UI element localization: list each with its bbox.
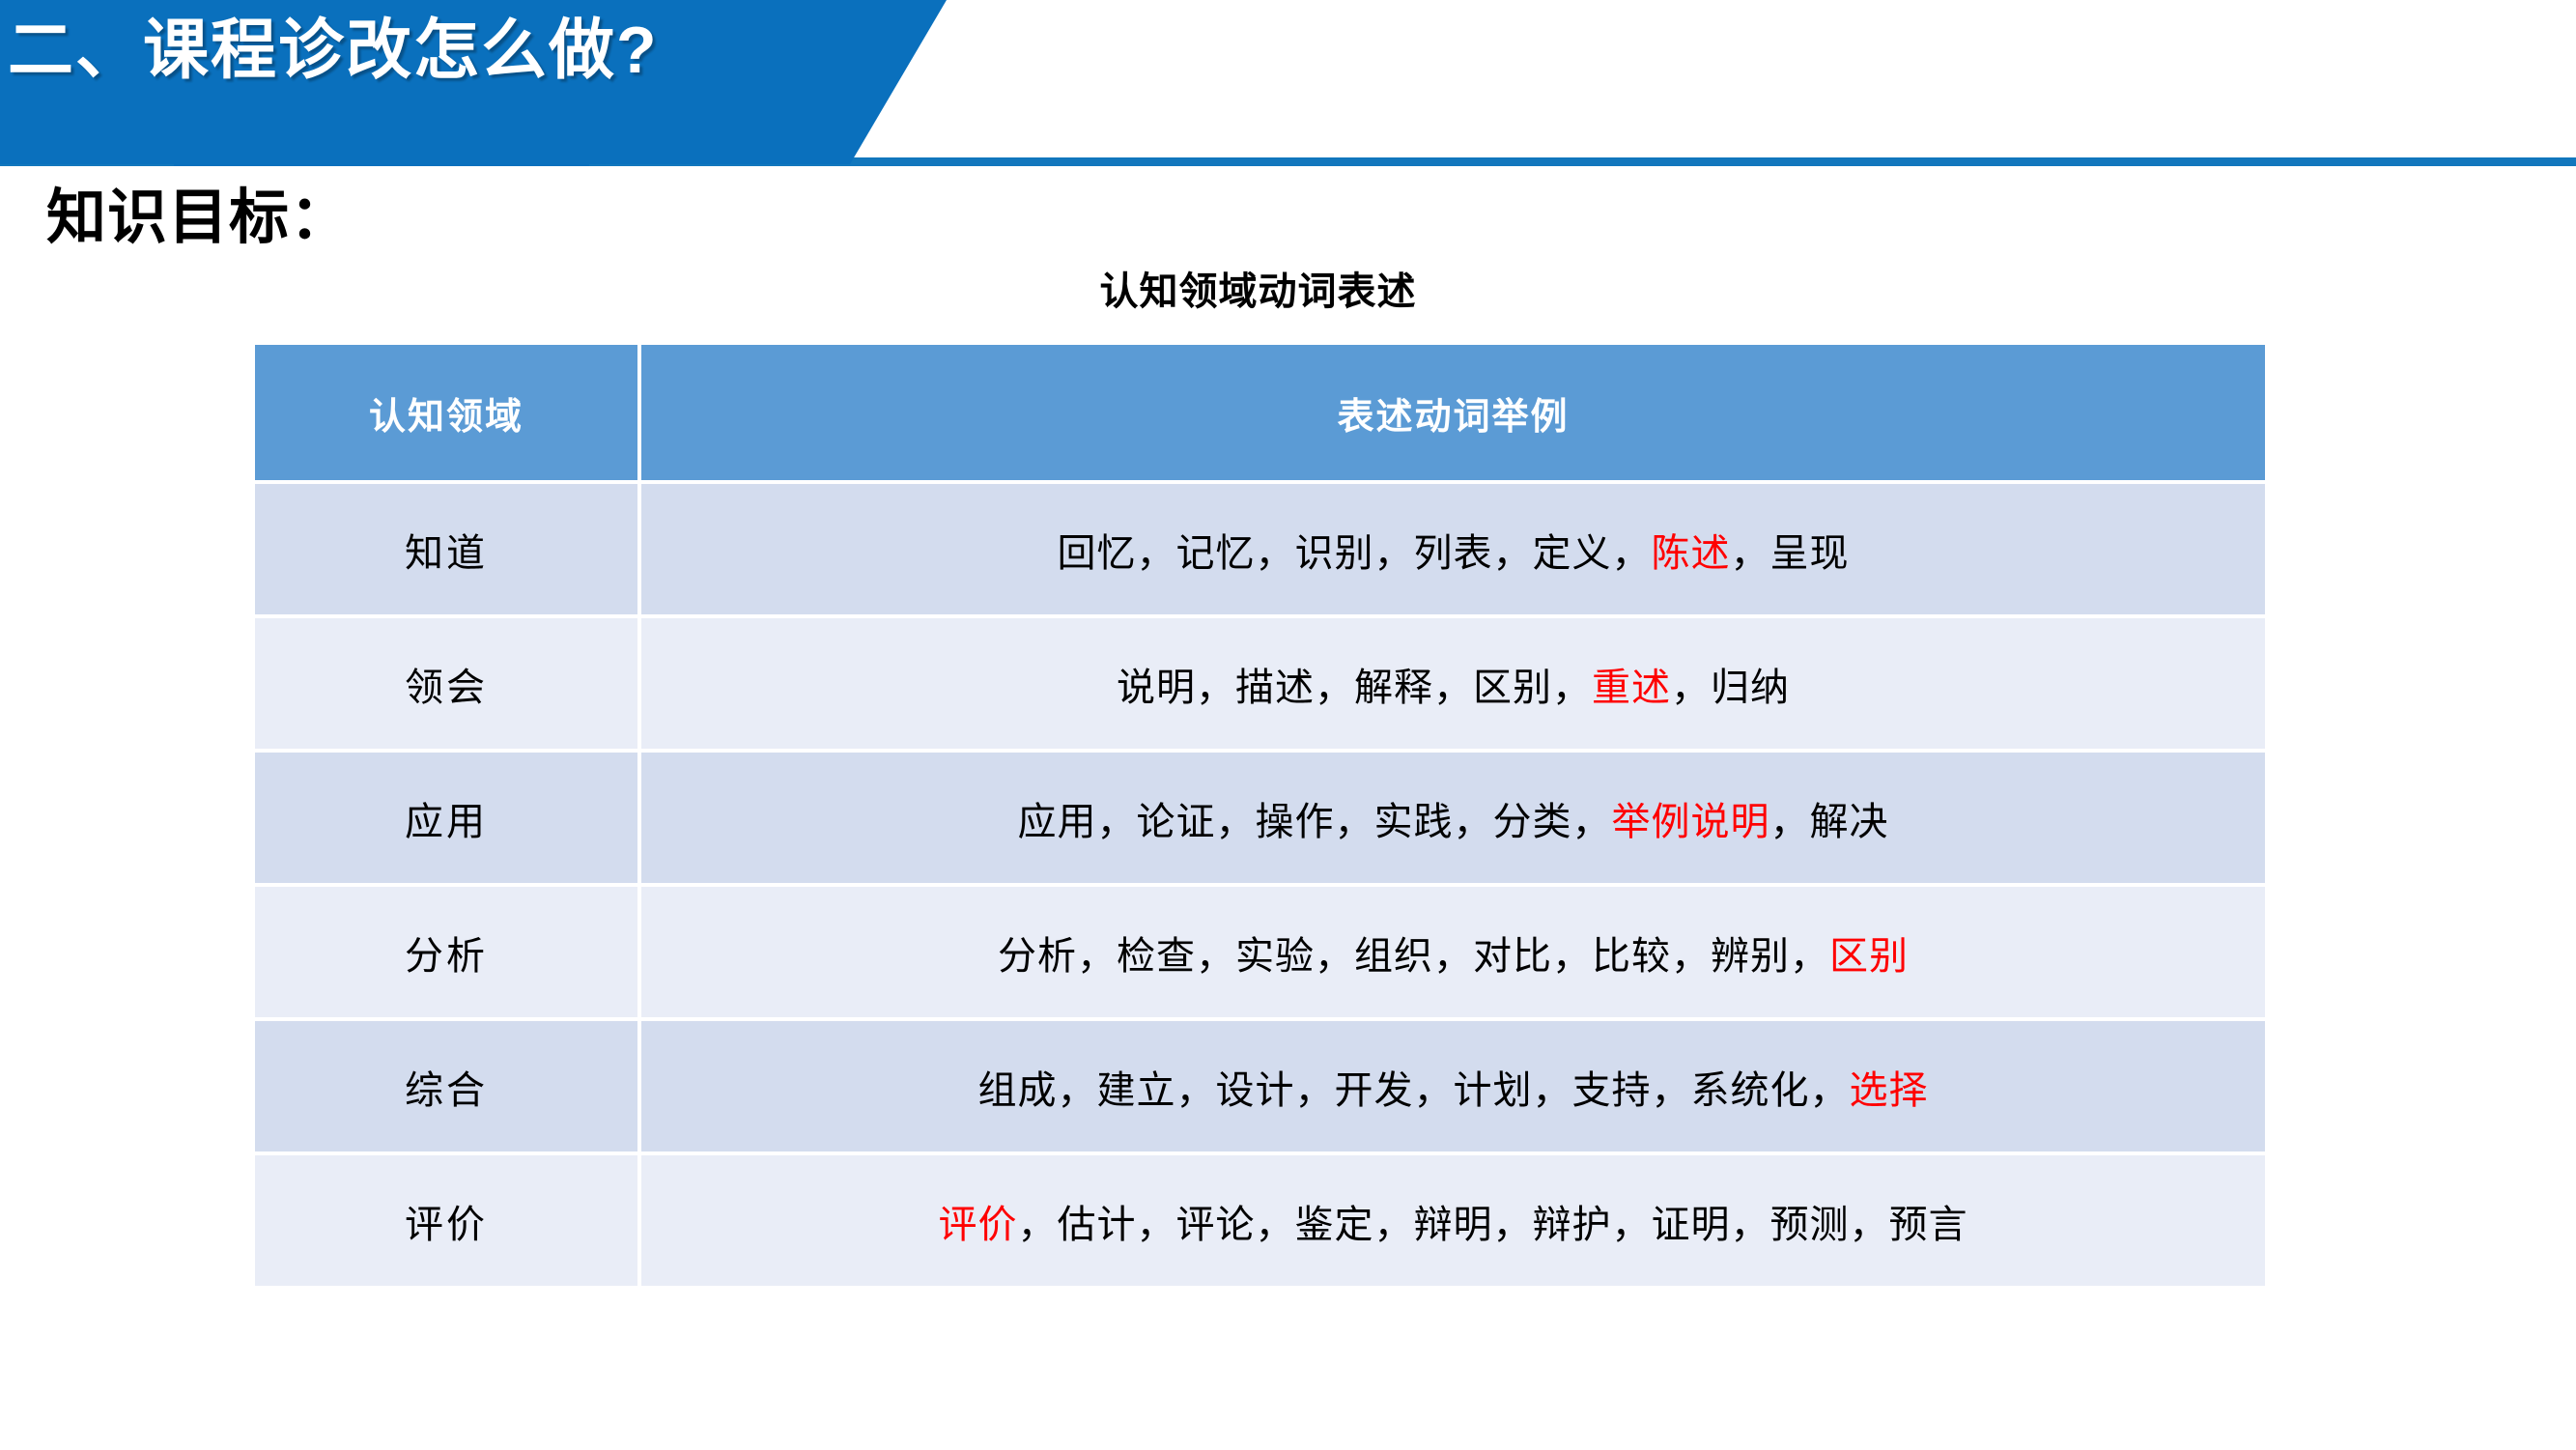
verbs-before: 分析，检查，实验，组织，对比，比较，辨别， [998,934,1829,978]
header-underbar-accent [174,145,589,166]
verbs-before: 说明，描述，解释，区别， [1117,666,1592,709]
verbs-highlight: 举例说明 [1611,800,1770,843]
table-header-row: 认知领域 表述动词举例 [255,345,2265,480]
cell-verbs: 回忆，记忆，识别，列表，定义，陈述，呈现 [641,484,2265,614]
cell-verbs: 组成，建立，设计，开发，计划，支持，系统化，选择 [641,1021,2265,1151]
table-title: 认知领域动词表述 [1099,270,1417,313]
cell-domain: 综合 [255,1021,637,1151]
banner-title: 二、课程诊改怎么做? [8,14,659,87]
cell-domain: 分析 [255,887,637,1017]
verbs-highlight: 选择 [1849,1068,1929,1112]
table-body: 知道 回忆，记忆，识别，列表，定义，陈述，呈现 领会 说明，描述，解释，区别，重… [255,484,2265,1286]
cell-domain: 领会 [255,618,637,749]
cognitive-domain-verbs-table: 认知领域 表述动词举例 知道 回忆，记忆，识别，列表，定义，陈述，呈现 领会 说… [251,341,2269,1290]
verbs-after: ，解决 [1769,800,1889,843]
cell-domain: 评价 [255,1155,637,1286]
cell-domain: 知道 [255,484,637,614]
verbs-highlight: 重述 [1592,666,1671,709]
table-row: 知道 回忆，记忆，识别，列表，定义，陈述，呈现 [255,484,2265,614]
verbs-highlight: 陈述 [1651,531,1731,575]
table-row: 综合 组成，建立，设计，开发，计划，支持，系统化，选择 [255,1021,2265,1151]
cell-domain: 应用 [255,753,637,883]
verbs-after: ，归纳 [1671,666,1790,709]
section-heading: 知识目标： [46,185,352,251]
header-divider-line [0,157,2576,166]
column-header-domain: 认知领域 [255,345,637,480]
verbs-highlight: 区别 [1829,934,1909,978]
verbs-after: ，呈现 [1730,531,1850,575]
column-header-verbs: 表述动词举例 [641,345,2265,480]
verbs-before: 组成，建立，设计，开发，计划，支持，系统化， [977,1068,1850,1112]
cell-verbs: 说明，描述，解释，区别，重述，归纳 [641,618,2265,749]
verbs-after: ，估计，评论，鉴定，辩明，辩护，证明，预测，预言 [1017,1203,1968,1246]
verbs-before: 回忆，记忆，识别，列表，定义， [1057,531,1652,575]
verbs-highlight: 评价 [938,1203,1018,1246]
table-row: 评价 评价，估计，评论，鉴定，辩明，辩护，证明，预测，预言 [255,1155,2265,1286]
table-head: 认知领域 表述动词举例 [255,345,2265,480]
table-row: 领会 说明，描述，解释，区别，重述，归纳 [255,618,2265,749]
table-row: 应用 应用，论证，操作，实践，分类，举例说明，解决 [255,753,2265,883]
table-row: 分析 分析，检查，实验，组织，对比，比较，辨别，区别 [255,887,2265,1017]
cell-verbs: 分析，检查，实验，组织，对比，比较，辨别，区别 [641,887,2265,1017]
cell-verbs: 评价，估计，评论，鉴定，辩明，辩护，证明，预测，预言 [641,1155,2265,1286]
cell-verbs: 应用，论证，操作，实践，分类，举例说明，解决 [641,753,2265,883]
verbs-before: 应用，论证，操作，实践，分类， [1017,800,1612,843]
header-banner: 二、课程诊改怎么做? [0,0,947,164]
